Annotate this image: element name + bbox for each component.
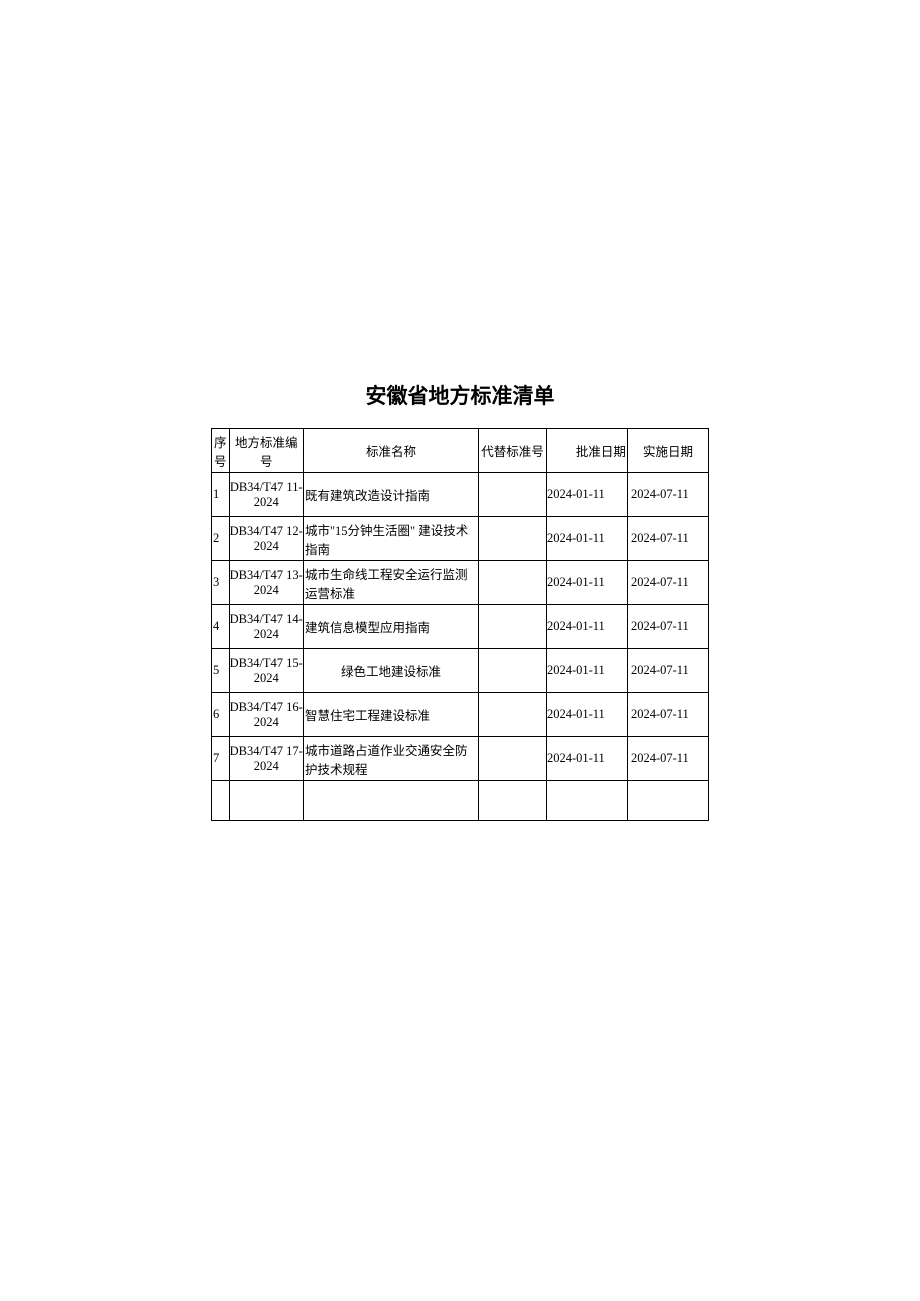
cell-approve: 2024-01-11 [546,649,627,693]
table-row: 7DB34/T47 17-2024城市道路占道作业交通安全防护技术规程 2024-… [212,737,709,781]
cell-name: 城市道路占道作业交通安全防护技术规程 [303,737,478,781]
cell-replace [479,737,547,781]
table-body: 1DB34/T47 11-2024既有建筑改造设计指南2024-01-11202… [212,473,709,821]
table-row: 3DB34/T47 13-2024城市生命线工程安全运行监测运营标准 2024-0… [212,561,709,605]
cell-seq: 6 [212,693,230,737]
cell-code: DB34/T47 11-2024 [229,473,303,517]
cell-name: 智慧住宅工程建设标准 [303,693,478,737]
cell-replace [479,473,547,517]
cell-name: 绿色工地建设标准 [303,649,478,693]
cell-code: DB34/T47 14-2024 [229,605,303,649]
header-impl: 实施日期 [627,429,708,473]
header-replace: 代替标准号 [479,429,547,473]
cell-replace [479,693,547,737]
cell-name: 既有建筑改造设计指南 [303,473,478,517]
cell-seq: 2 [212,517,230,561]
cell-approve: 2024-01-11 [546,737,627,781]
header-name: 标准名称 [303,429,478,473]
table-row: 2DB34/T47 12-2024城市"15分钟生活圈" 建设技术指南 2024-… [212,517,709,561]
cell-name: 建筑信息模型应用指南 [303,605,478,649]
table-row: 1DB34/T47 11-2024既有建筑改造设计指南 2024-01-11202… [212,473,709,517]
cell-replace [479,517,547,561]
cell-approve: 2024-01-11 [546,693,627,737]
cell-code: DB34/T47 15-2024 [229,649,303,693]
cell-seq: 5 [212,649,230,693]
cell-impl: 2024-07-11 [627,693,708,737]
cell-code: DB34/T47 13-2024 [229,561,303,605]
cell-impl: 2024-07-11 [627,649,708,693]
cell-replace [479,649,547,693]
cell-approve: 2024-01-11 [546,517,627,561]
cell-seq: 4 [212,605,230,649]
cell-impl: 2024-07-11 [627,561,708,605]
header-approve: 批准日期 [546,429,627,473]
cell-name: 城市"15分钟生活圈" 建设技术指南 [303,517,478,561]
empty-cell [627,781,708,821]
header-code: 地方标准编号 [229,429,303,473]
empty-cell [546,781,627,821]
cell-approve: 2024-01-11 [546,473,627,517]
cell-code: DB34/T47 12-2024 [229,517,303,561]
document-content: 安徽省地方标准清单 序号 地方标准编号 标准名称 代替标准号 批准日期 实施日期… [0,380,920,821]
table-row: 4DB34/T47 14-2024建筑信息模型应用指南 2024-01-11202… [212,605,709,649]
cell-impl: 2024-07-11 [627,605,708,649]
cell-code: DB34/T47 17-2024 [229,737,303,781]
cell-replace [479,605,547,649]
cell-impl: 2024-07-11 [627,473,708,517]
cell-name: 城市生命线工程安全运行监测运营标准 [303,561,478,605]
empty-cell [212,781,230,821]
cell-approve: 2024-01-11 [546,561,627,605]
cell-seq: 3 [212,561,230,605]
cell-code: DB34/T47 16-2024 [229,693,303,737]
standards-table: 序号 地方标准编号 标准名称 代替标准号 批准日期 实施日期 1DB34/T47… [211,428,709,821]
table-empty-row [212,781,709,821]
table-row: 6DB34/T47 16-2024智慧住宅工程建设标准 2024-01-11202… [212,693,709,737]
table-header-row: 序号 地方标准编号 标准名称 代替标准号 批准日期 实施日期 [212,429,709,473]
cell-seq: 1 [212,473,230,517]
table-row: 5DB34/T47 15-2024绿色工地建设标准 2024-01-112024-… [212,649,709,693]
header-seq: 序号 [212,429,230,473]
cell-seq: 7 [212,737,230,781]
empty-cell [229,781,303,821]
cell-impl: 2024-07-11 [627,517,708,561]
empty-cell [479,781,547,821]
empty-cell [303,781,478,821]
cell-approve: 2024-01-11 [546,605,627,649]
cell-impl: 2024-07-11 [627,737,708,781]
document-title: 安徽省地方标准清单 [366,380,555,410]
cell-replace [479,561,547,605]
